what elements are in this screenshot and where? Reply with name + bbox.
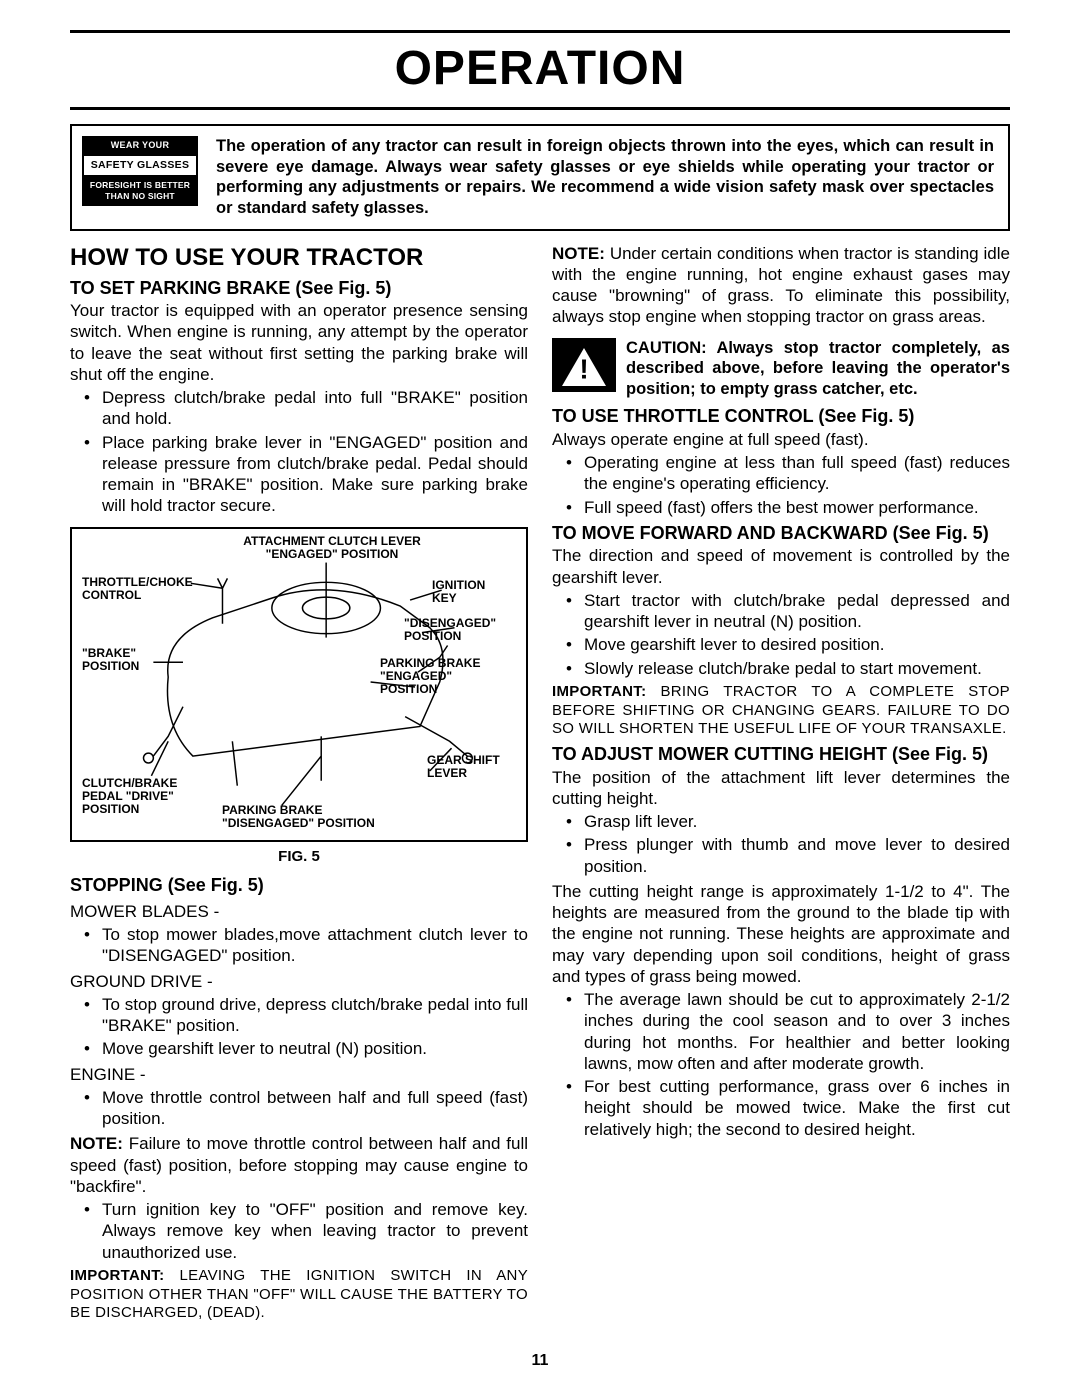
p-move: The direction and speed of movement is c… [552, 545, 1010, 588]
important-label-r: IMPORTANT: [552, 683, 646, 700]
label-clutch-pedal: CLUTCH/BRAKE PEDAL "DRIVE" POSITION [82, 777, 192, 817]
safety-warning-box: WEAR YOUR SAFETY GLASSES FORESIGHT IS BE… [70, 124, 1010, 231]
page-title: OPERATION [70, 33, 1010, 107]
li-parking-2: Place parking brake lever in "ENGAGED" p… [70, 432, 528, 517]
label-gearshift: GEAR SHIFT LEVER [427, 754, 517, 780]
li-throttle2: Full speed (fast) offers the best mower … [552, 497, 1010, 518]
li-height4: For best cutting performance, grass over… [552, 1076, 1010, 1140]
warning-triangle-icon: ! [552, 338, 616, 392]
p-throttle: Always operate engine at full speed (fas… [552, 429, 1010, 450]
li-height2: Press plunger with thumb and move lever … [552, 834, 1010, 877]
sub-engine: ENGINE - [70, 1064, 528, 1085]
left-column: HOW TO USE YOUR TRACTOR TO SET PARKING B… [70, 243, 528, 1324]
note-text-r: Under certain conditions when tractor is… [552, 244, 1010, 327]
label-pb-engaged: PARKING BRAKE "ENGAGED" POSITION [380, 657, 500, 697]
note-label-r: NOTE: [552, 244, 605, 263]
caution-box: ! CAUTION: Always stop tractor completel… [552, 338, 1010, 400]
note-browning: NOTE: Under certain conditions when trac… [552, 243, 1010, 328]
badge-top: WEAR YOUR [84, 138, 196, 154]
right-column: NOTE: Under certain conditions when trac… [552, 243, 1010, 1324]
bottom-rule [70, 107, 1010, 110]
label-disengaged: "DISENGAGED" POSITION [404, 617, 519, 643]
li-height3: The average lawn should be cut to approx… [552, 989, 1010, 1074]
li-stop-ground1: To stop ground drive, depress clutch/bra… [70, 994, 528, 1037]
label-pb-disengaged: PARKING BRAKE "DISENGAGED" POSITION [222, 804, 402, 830]
li-height1: Grasp lift lever. [552, 811, 1010, 832]
sub-ground-drive: GROUND DRIVE - [70, 971, 528, 992]
safety-warning-text: The operation of any tractor can result … [216, 136, 994, 219]
important-label: IMPORTANT: [70, 1267, 164, 1284]
caution-text: CAUTION: Always stop tractor completely,… [626, 338, 1010, 400]
li-stop-ground2: Move gearshift lever to neutral (N) posi… [70, 1038, 528, 1059]
li-stop-engine1: Move throttle control between half and f… [70, 1087, 528, 1130]
label-brake: "BRAKE" POSITION [82, 647, 157, 673]
safety-glasses-badge: WEAR YOUR SAFETY GLASSES FORESIGHT IS BE… [82, 136, 198, 206]
sub-mower-blades: MOWER BLADES - [70, 901, 528, 922]
note-label: NOTE: [70, 1134, 123, 1153]
h2-height: TO ADJUST MOWER CUTTING HEIGHT (See Fig.… [552, 743, 1010, 766]
important-transaxle: IMPORTANT: BRING TRACTOR TO A COMPLETE S… [552, 683, 1010, 739]
li-stop-engine2: Turn ignition key to "OFF" position and … [70, 1199, 528, 1263]
li-move3: Slowly release clutch/brake pedal to sta… [552, 658, 1010, 679]
li-stop-blades: To stop mower blades,move attachment clu… [70, 924, 528, 967]
h2-throttle: TO USE THROTTLE CONTROL (See Fig. 5) [552, 405, 1010, 428]
badge-bot: FORESIGHT IS BETTER THAN NO SIGHT [84, 177, 196, 203]
figure-5: ATTACHMENT CLUTCH LEVER "ENGAGED" POSITI… [70, 527, 528, 842]
content-columns: HOW TO USE YOUR TRACTOR TO SET PARKING B… [70, 243, 1010, 1324]
li-throttle1: Operating engine at less than full speed… [552, 452, 1010, 495]
p-height2: The cutting height range is approximatel… [552, 881, 1010, 987]
h1-how-to-use: HOW TO USE YOUR TRACTOR [70, 243, 528, 273]
h2-parking-brake: TO SET PARKING BRAKE (See Fig. 5) [70, 277, 528, 300]
important-ignition: IMPORTANT: LEAVING THE IGNITION SWITCH I… [70, 1267, 528, 1323]
label-attach-clutch: ATTACHMENT CLUTCH LEVER "ENGAGED" POSITI… [222, 535, 442, 561]
p-parking-intro: Your tractor is equipped with an operato… [70, 300, 528, 385]
label-throttle: THROTTLE/CHOKE CONTROL [82, 576, 202, 602]
badge-mid: SAFETY GLASSES [84, 154, 196, 177]
note-backfire: NOTE: Failure to move throttle control b… [70, 1133, 528, 1197]
page-number: 11 [70, 1351, 1010, 1371]
li-parking-1: Depress clutch/brake pedal into full "BR… [70, 387, 528, 430]
note-text: Failure to move throttle control between… [70, 1134, 528, 1196]
li-move1: Start tractor with clutch/brake pedal de… [552, 590, 1010, 633]
figure-5-caption: FIG. 5 [70, 848, 528, 867]
li-move2: Move gearshift lever to desired position… [552, 634, 1010, 655]
p-height: The position of the attachment lift leve… [552, 767, 1010, 810]
h2-stopping: STOPPING (See Fig. 5) [70, 874, 528, 897]
h2-move: TO MOVE FORWARD AND BACKWARD (See Fig. 5… [552, 522, 1010, 545]
label-ignition: IGNITION KEY [432, 579, 512, 605]
